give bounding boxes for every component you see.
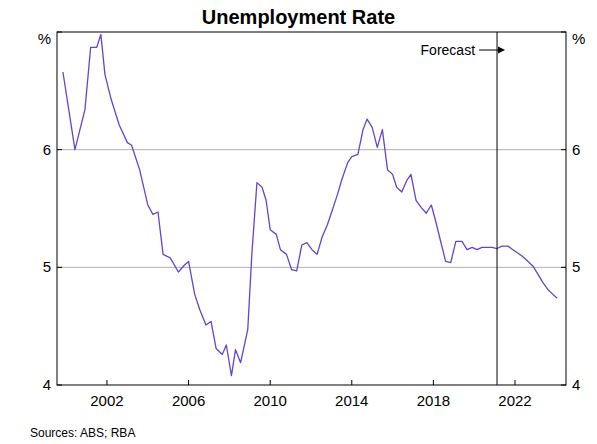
y-tick-right	[561, 32, 566, 33]
y-tick-right	[561, 149, 566, 150]
x-tick-label: 2010	[254, 392, 287, 409]
chart: Unemployment Rate 4 4 5 5 6 6%% 2002 2006 2010 201…	[0, 0, 597, 444]
x-tick-label: 2022	[498, 392, 531, 409]
x-tick	[433, 380, 434, 385]
x-tick-label: 2006	[172, 392, 205, 409]
y-tick	[57, 267, 62, 268]
y-tick-label: %	[38, 30, 51, 47]
y-tick-label-right: 5	[572, 258, 580, 275]
y-tick-label-right: 4	[572, 376, 580, 393]
x-tick	[514, 380, 515, 385]
forecast-line	[497, 32, 498, 385]
x-tick-label: 2018	[417, 392, 450, 409]
series-line	[63, 34, 557, 375]
y-tick	[57, 149, 62, 150]
annotation-text: Forecast	[421, 42, 476, 58]
annotation-arrow	[479, 50, 499, 51]
y-tick	[57, 385, 62, 386]
y-tick-label: 5	[43, 258, 51, 275]
annotation-arrowhead	[498, 47, 505, 54]
title: Unemployment Rate	[202, 6, 395, 28]
x-tick	[106, 380, 107, 385]
x-tick	[270, 380, 271, 385]
y-tick-label: 6	[43, 141, 51, 158]
page: {"chart_data": { "type": "line", "title"…	[0, 0, 597, 444]
x-tick-label: 2014	[335, 392, 368, 409]
y-tick-right	[561, 267, 566, 268]
y-tick-label-right: %	[572, 30, 585, 47]
plot-area	[63, 34, 557, 375]
source: Sources: ABS; RBA	[30, 426, 135, 440]
y-tick-label-right: 6	[572, 141, 580, 158]
grid-line	[57, 267, 566, 268]
y-tick-right	[561, 385, 566, 386]
plot-frame	[57, 32, 566, 385]
x-tick-label: 2002	[90, 392, 123, 409]
y-tick	[57, 32, 62, 33]
x-tick	[351, 380, 352, 385]
x-tick	[188, 380, 189, 385]
y-tick-label: 4	[43, 376, 51, 393]
